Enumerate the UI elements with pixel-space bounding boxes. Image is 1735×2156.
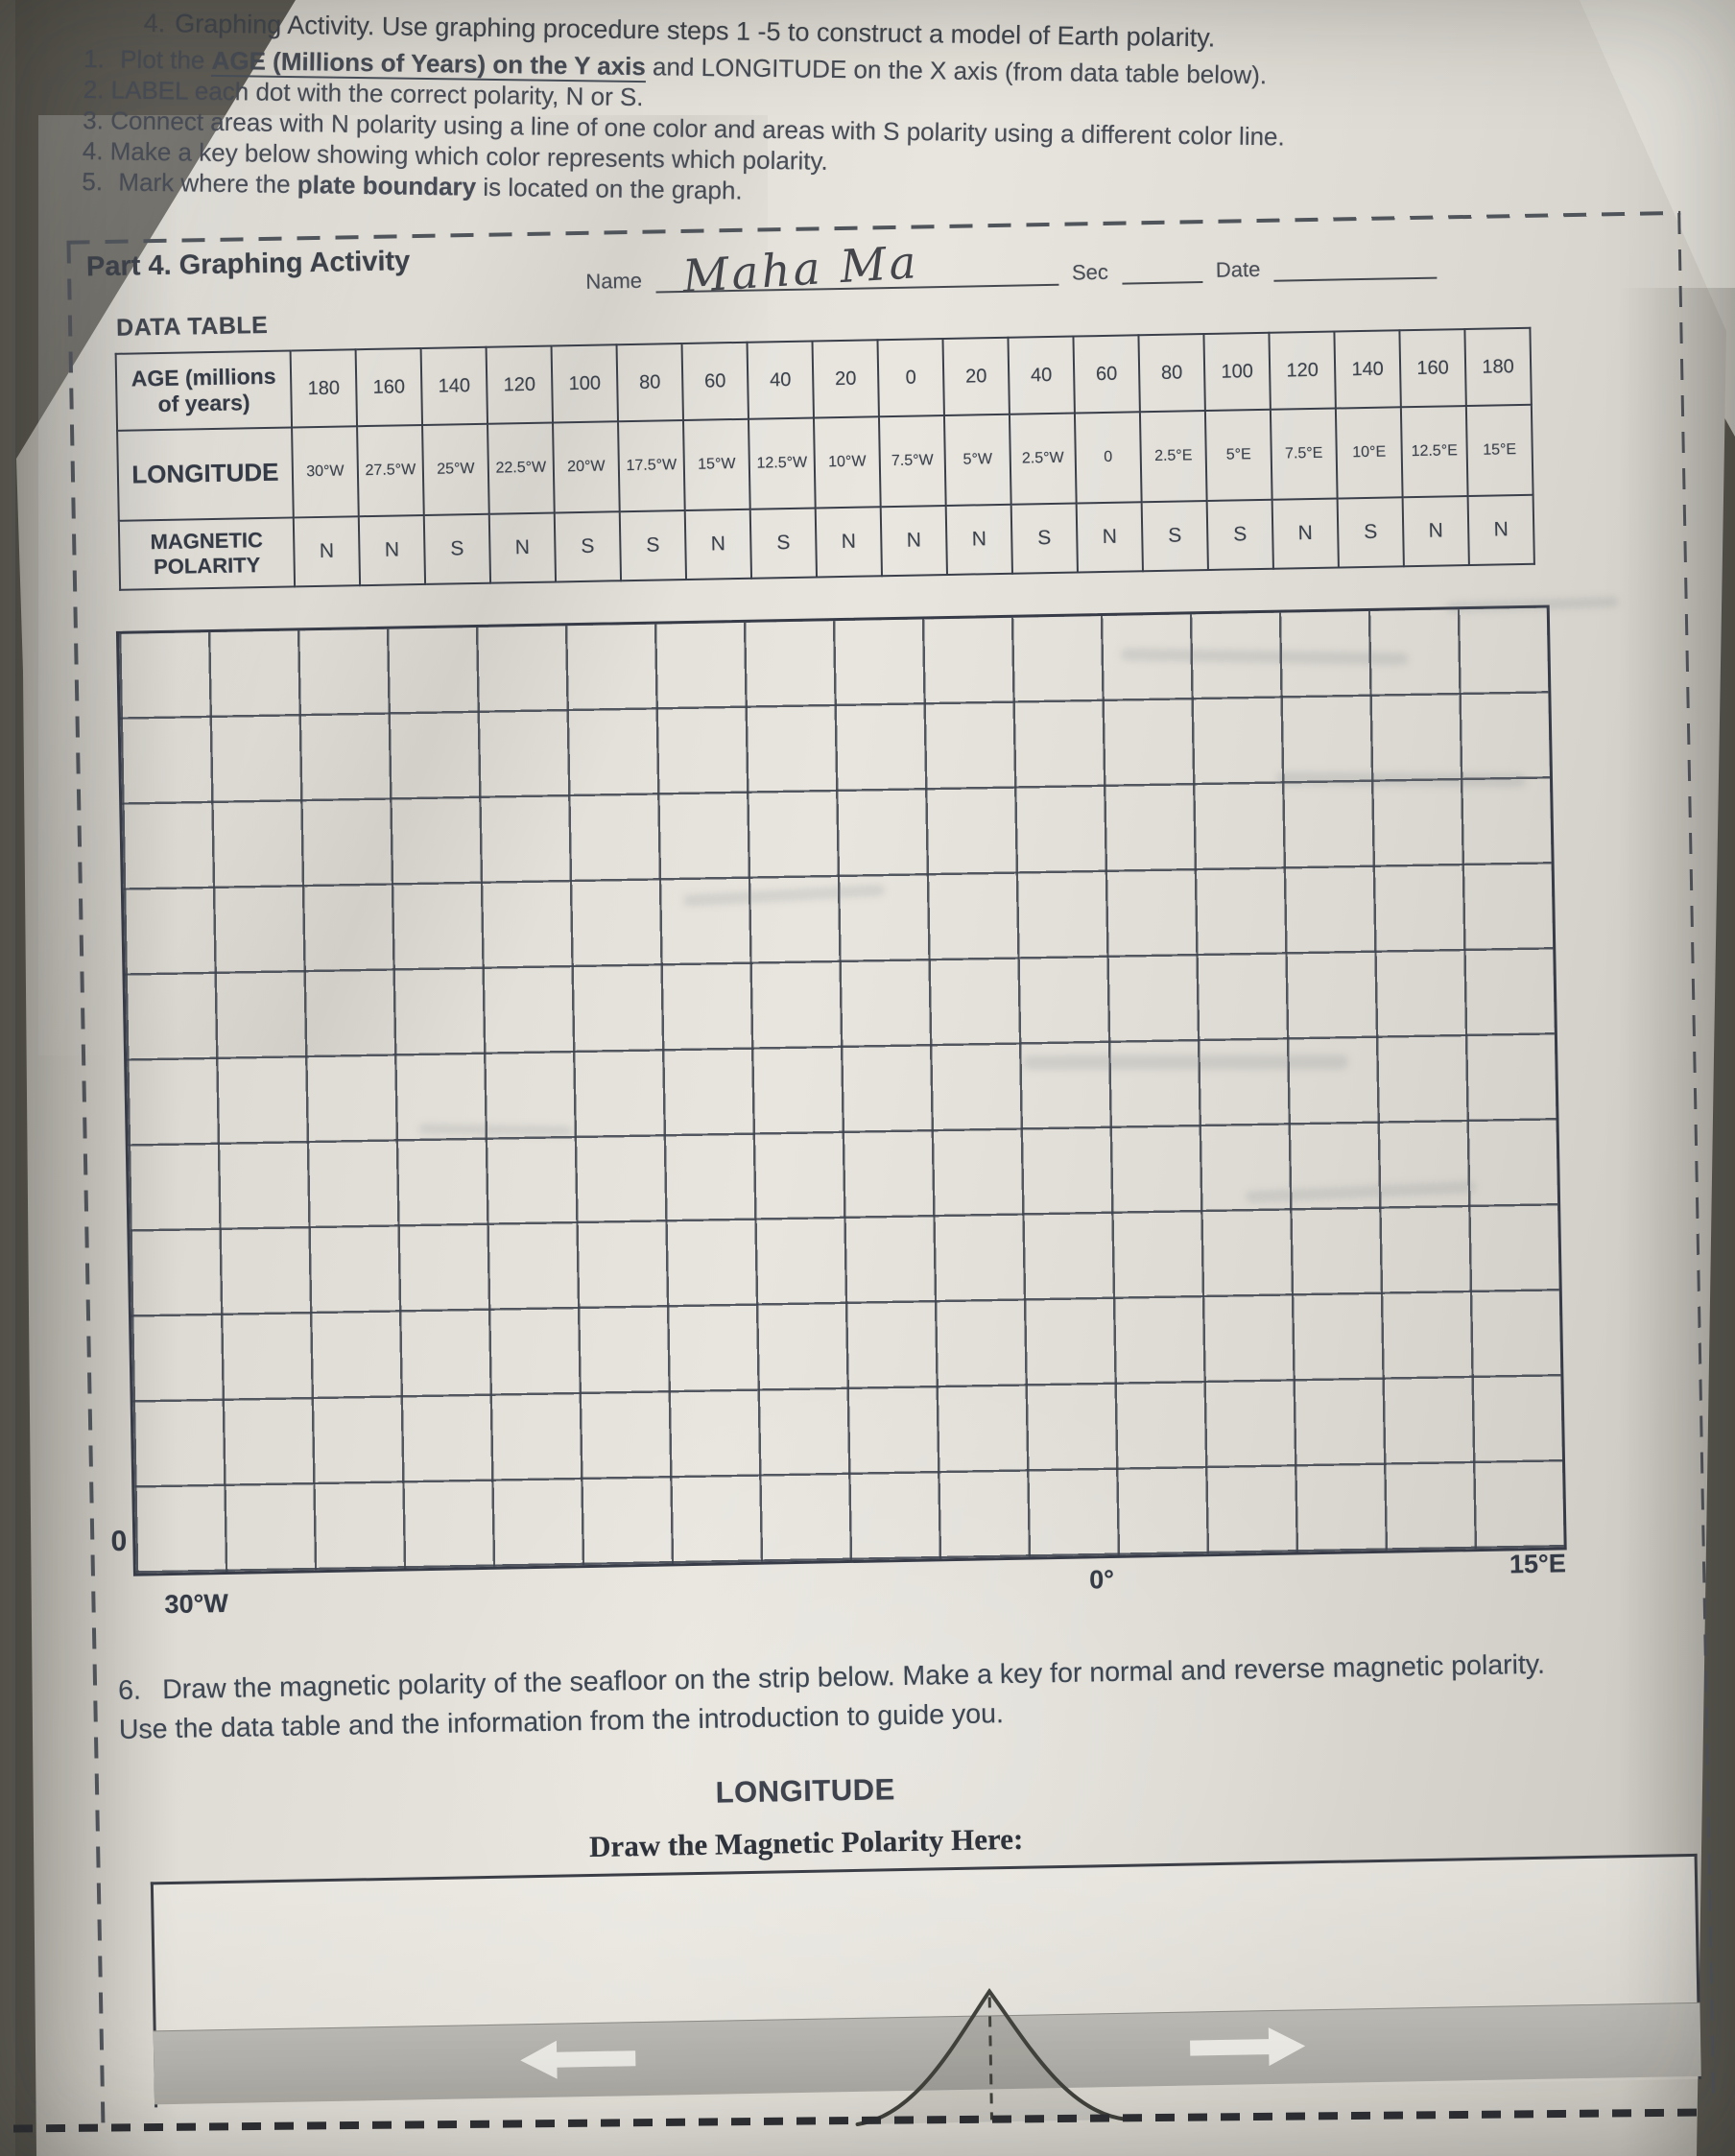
age-cell: 140 (1334, 330, 1401, 409)
name-sec-date-row: Name Maha Ma Sec Date (585, 236, 1438, 303)
longitude-cell: 12.5°W (748, 417, 816, 509)
date-label: Date (1215, 256, 1261, 282)
x-axis-left-label: 30°W (164, 1588, 229, 1620)
longitude-cell: 27.5°W (357, 424, 424, 517)
longitude-cell: 30°W (292, 426, 359, 518)
longitude-row-label: LONGITUDE (117, 427, 294, 521)
longitude-cell: 15°E (1465, 404, 1533, 497)
part4-section: Part 4. Graphing Activity Name Maha Ma S… (66, 210, 1716, 2126)
longitude-cell: 12.5°E (1400, 406, 1468, 498)
age-cell: 100 (1203, 332, 1271, 412)
polarity-cell: S (749, 508, 818, 579)
polarity-cell: S (554, 511, 622, 582)
age-cell: 80 (1138, 334, 1205, 413)
age-cell: 140 (420, 346, 488, 425)
longitude-cell: 10°E (1335, 407, 1403, 499)
step-5-text-end: is located on the graph. (475, 172, 743, 205)
sec-field (1121, 252, 1203, 285)
longitude-cell: 10°W (813, 416, 881, 509)
step-1-text: Plot the (119, 44, 212, 75)
longitude-cell: 25°W (422, 423, 489, 515)
graphing-instructions: 4. Graphing Activity. Use graphing proced… (82, 4, 1658, 221)
y-axis-origin-label: 0 (110, 1525, 128, 1558)
pencil-smudge (1022, 1054, 1349, 1070)
step-1-number: 1. (83, 43, 106, 74)
mid-ocean-ridge-icon (855, 1987, 1129, 2126)
handwritten-name: Maha Ma (680, 236, 920, 304)
strip-longitude-heading: LONGITUDE (715, 1772, 896, 1810)
polarity-cell: N (880, 505, 947, 577)
age-cell: 180 (1464, 327, 1532, 407)
age-cell: 40 (747, 341, 814, 419)
step-1-text-end: and LONGITUDE on the X axis (from data t… (645, 52, 1268, 90)
question-6-text: Draw the magnetic polarity of the seaflo… (118, 1648, 1546, 1746)
spreading-arrow-left-icon (520, 2040, 636, 2079)
date-field (1272, 248, 1438, 282)
question-6-number: 6. (117, 1674, 142, 1707)
polarity-cell: N (1076, 502, 1143, 573)
age-cell: 120 (486, 345, 554, 424)
polarity-cell: N (684, 509, 752, 580)
polarity-cell: N (293, 516, 361, 587)
data-table-heading: DATA TABLE (115, 311, 269, 342)
age-cell: 180 (290, 349, 358, 428)
polarity-cell: N (1467, 494, 1534, 566)
age-cell: 40 (1008, 336, 1075, 415)
age-cell: 20 (942, 337, 1010, 416)
name-label: Name (585, 268, 643, 294)
x-axis-zero-label: 0° (1088, 1564, 1115, 1595)
age-cell: 0 (877, 339, 944, 417)
longitude-cell: 20°W (553, 421, 620, 513)
polarity-cell: S (1206, 499, 1273, 570)
sec-label: Sec (1071, 259, 1109, 285)
polarity-cell: N (945, 504, 1012, 575)
age-cell: 100 (551, 344, 619, 423)
longitude-cell: 0 (1074, 412, 1142, 504)
longitude-cell: 15°W (682, 418, 750, 510)
polarity-cell: S (1141, 501, 1208, 572)
longitude-cell: 22.5°W (487, 422, 555, 514)
polarity-cell: N (488, 512, 557, 583)
longitude-cell: 2.5°W (1009, 413, 1077, 505)
age-cell: 120 (1269, 331, 1336, 410)
spreading-arrow-right-icon (1190, 2027, 1306, 2067)
age-cell: 60 (1073, 335, 1140, 414)
step-5-text: Mark where the (118, 167, 298, 200)
x-axis-right-label: 15°E (1509, 1549, 1567, 1579)
age-row-label: AGE (millions of years) (115, 350, 293, 431)
shadow-right (1620, 288, 1735, 2156)
polarity-cell: S (619, 509, 687, 581)
polarity-cell: N (1272, 498, 1339, 569)
polarity-cell: S (423, 513, 491, 584)
age-cell: 160 (1399, 329, 1466, 408)
polarity-cell: N (1402, 496, 1469, 567)
name-field: Maha Ma (654, 236, 1059, 303)
part4-title: Part 4. Graphing Activity (85, 246, 411, 283)
longitude-cell: 17.5°W (618, 419, 685, 512)
polarity-row-label: MAGNETIC POLARITY (118, 517, 296, 590)
age-cell: 20 (812, 340, 879, 418)
longitude-cell: 2.5°E (1139, 411, 1207, 503)
step-5-number: 5. (82, 166, 104, 197)
longitude-cell: 7.5°W (878, 415, 946, 508)
longitude-cell: 5°E (1204, 409, 1272, 502)
polarity-strip-box (150, 1853, 1701, 2126)
pencil-smudge (1275, 771, 1527, 788)
longitude-cell: 5°W (943, 414, 1011, 506)
data-table: AGE (millions of years) 180 160 140 120 100 80… (114, 326, 1535, 591)
polarity-cell: N (358, 514, 426, 586)
graph-grid (115, 604, 1567, 1576)
step-5-bold-text: plate boundary (297, 170, 477, 201)
polarity-cell: S (1010, 503, 1078, 574)
question-6: 6. Draw the magnetic polarity of the seaf… (118, 1645, 1578, 1750)
polarity-cell: S (1337, 497, 1404, 568)
age-cell: 60 (681, 342, 749, 420)
polarity-cell: N (815, 507, 883, 578)
seafloor-strip (153, 1987, 1701, 2126)
longitude-cell: 7.5°E (1270, 408, 1338, 500)
age-cell: 80 (616, 344, 683, 422)
instructions-title-number: 4. (143, 8, 166, 38)
age-cell: 160 (355, 347, 423, 427)
